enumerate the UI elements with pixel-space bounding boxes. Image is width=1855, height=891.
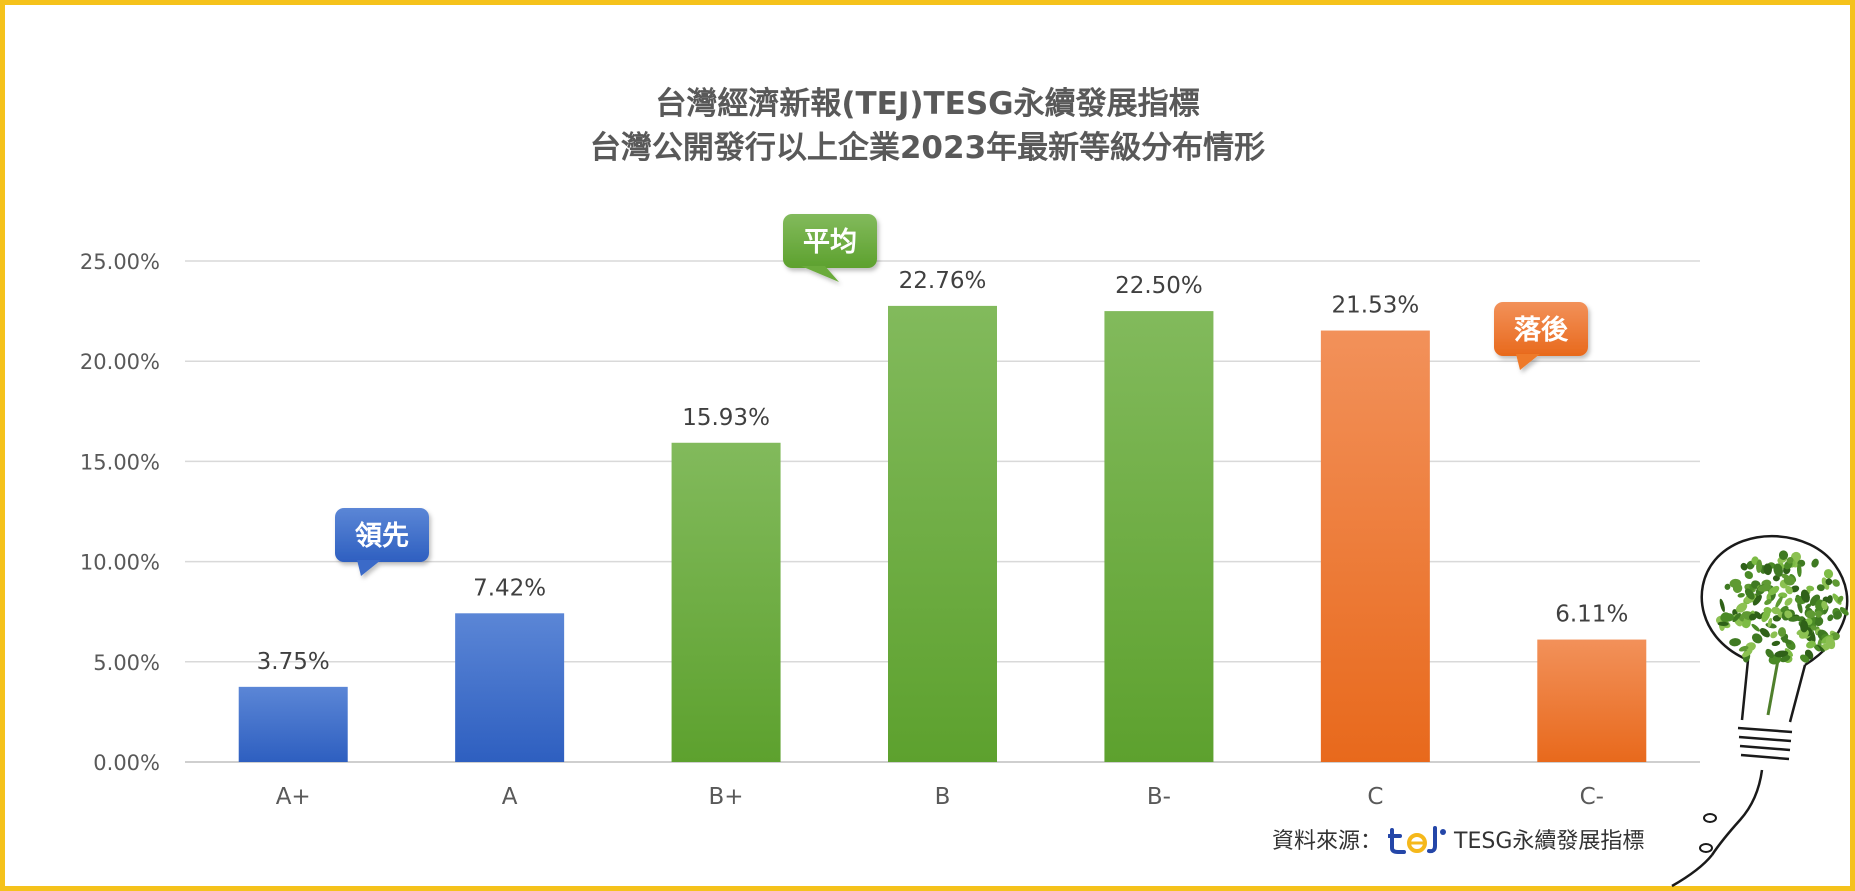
y-tick-label: 5.00%	[93, 651, 160, 675]
x-tick-label: A+	[276, 784, 311, 810]
x-tick-label: B-	[1147, 784, 1171, 810]
data-labels: 3.75% 7.42% 15.93% 22.76% 22.50% 21.53% 6.11%	[257, 268, 1629, 675]
x-tick-label: B+	[709, 784, 744, 810]
data-label: 7.42%	[473, 575, 546, 601]
lightbulb-plant-icon	[1671, 534, 1849, 888]
bar-B-	[1104, 311, 1214, 762]
data-label: 15.93%	[682, 405, 770, 431]
source-note: 資料來源： TESG永續發展指標	[1272, 821, 1644, 857]
source-label: 資料來源：	[1272, 829, 1383, 854]
callout-text: 領先	[355, 520, 409, 552]
x-axis: A+ A B+ B B- C C-	[276, 784, 1604, 810]
x-tick-label: B	[935, 784, 951, 810]
bar-C-	[1537, 639, 1647, 762]
bar-C	[1320, 330, 1430, 762]
y-tick-label: 20.00%	[80, 350, 160, 374]
y-tick-label: 10.00%	[80, 551, 160, 575]
data-label: 22.76%	[899, 268, 987, 294]
tej-logo-icon	[1388, 826, 1447, 854]
data-label: 6.11%	[1555, 602, 1628, 628]
bars	[238, 305, 1647, 762]
x-tick-label: C-	[1580, 784, 1604, 810]
callout-text: 平均	[803, 227, 857, 258]
callout-lag: 落後	[1494, 302, 1588, 370]
data-label: 21.53%	[1332, 293, 1420, 319]
chart-title-line2: 台灣公開發行以上企業2023年最新等級分布情形	[589, 130, 1266, 166]
callout-text: 落後	[1514, 315, 1569, 346]
bar-B+	[671, 442, 781, 762]
source-brand: TESG永續發展指標	[1454, 829, 1645, 854]
data-label: 3.75%	[257, 649, 330, 675]
y-tick-label: 25.00%	[80, 250, 160, 274]
callout-average: 平均	[783, 214, 877, 282]
bar-A+	[238, 686, 348, 762]
bar-B	[888, 305, 997, 762]
y-tick-label: 0.00%	[93, 751, 160, 775]
data-label: 22.50%	[1115, 273, 1203, 299]
chart-title: 台灣經濟新報(TEJ)TESG永續發展指標 台灣公開發行以上企業2023年最新等…	[0, 82, 1855, 170]
callout-lead: 領先	[335, 508, 429, 576]
chart-title-line1: 台灣經濟新報(TEJ)TESG永續發展指標	[655, 86, 1200, 122]
bar-A	[455, 613, 565, 762]
y-axis: 0.00% 5.00% 10.00% 15.00% 20.00% 25.00%	[80, 250, 160, 775]
x-tick-label: A	[502, 784, 518, 810]
x-tick-label: C	[1367, 784, 1383, 810]
y-tick-label: 15.00%	[80, 450, 160, 474]
